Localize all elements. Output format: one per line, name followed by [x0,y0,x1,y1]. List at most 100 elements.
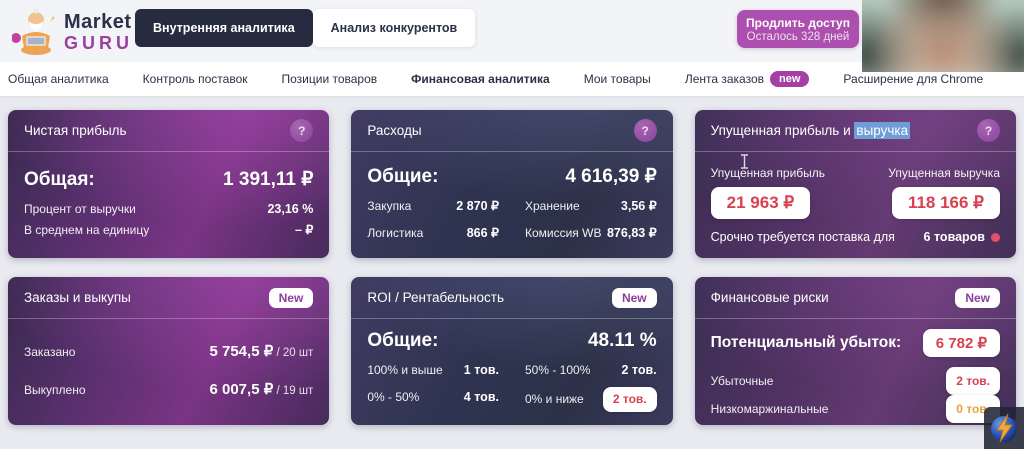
ordered-units: / 20 шт [273,346,314,359]
lightning-logo-icon [991,413,1017,443]
net-profit-row-label: Процент от выручки [24,201,136,216]
expense-item-value: 876,83 ₽ [606,225,657,240]
card-lost-profit-title: Упущенная прибыль и выручка [710,122,911,139]
nav-item-chrome-extension[interactable]: Расширение для Chrome [843,72,984,86]
main-nav: Общая аналитика Контроль поставок Позици… [0,62,1024,96]
net-profit-total-label: Общая: [24,168,95,190]
card-financial-risks-header: Финансовые риски New [694,277,1016,319]
roi-range-value: 1 тов. [463,363,499,377]
top-header: Market GURU Внутренняя аналитика Анализ … [0,0,1024,62]
help-icon[interactable]: ? [290,119,314,142]
lost-revenue-column: Упущенная выручка 118 166 ₽ [888,166,1000,219]
card-expenses-header: Расходы ? [351,110,673,152]
nav-item-supply-control[interactable]: Контроль поставок [142,72,248,86]
card-expenses-title: Расходы [367,123,422,138]
net-profit-total-value: 1 391,11 ₽ [223,168,314,190]
webcam-overlay [862,0,1024,72]
nav-item-my-products[interactable]: Мои товары [583,72,651,86]
header-tabs: Внутренняя аналитика Анализ конкурентов [135,9,476,47]
ordered-label: Заказано [24,344,76,359]
net-profit-row-value: 23,16 % [267,201,314,216]
logo-market-text: Market [64,11,132,33]
expense-item-label: Комиссия WB [524,225,602,240]
lost-profit-value: 21 963 ₽ [710,187,811,219]
card-expenses-body: Общие: 4 616,39 ₽ Закупка 2 870 ₽ Хранен… [351,152,672,258]
expenses-total-label: Общие: [367,165,439,187]
lost-title-prefix: Упущенная прибыль и [710,123,855,138]
net-profit-row-value: – ₽ [294,222,314,237]
low-margin-label: Низкомаржинальные [710,402,829,416]
bought-units: / 19 шт [273,384,314,397]
expense-item-label: Хранение [524,198,580,213]
roi-total-label: Общие: [367,330,439,351]
lost-profit-column: Упущенная прибыль 21 963 ₽ [710,166,826,219]
logo-wordmark: Market GURU [64,12,133,52]
card-net-profit-body: Общая: 1 391,11 ₽ Процент от выручки 23,… [8,152,329,258]
help-icon[interactable]: ? [633,119,657,142]
new-badge: New [611,287,657,308]
ordered-value: 5 754,5 ₽ / 20 шт [209,341,313,364]
dashboard-cards: Чистая прибыль ? Общая: 1 391,11 ₽ Проце… [0,96,1024,425]
logo-guru-text: GURU [64,33,133,53]
text-cursor-icon [740,154,748,169]
nav-item-product-positions[interactable]: Позиции товаров [281,72,378,86]
alert-dot-icon [991,232,1000,242]
help-icon[interactable]: ? [977,119,1000,142]
card-orders-body: Заказано 5 754,5 ₽ / 20 шт Выкуплено 6 0… [8,319,329,425]
expense-item-value: 3,56 ₽ [620,198,657,213]
card-roi-header: ROI / Рентабельность New [351,277,673,319]
card-net-profit-title: Чистая прибыль [24,123,127,138]
card-roi-body: Общие: 48.11 % 100% и выше 1 тов. 50% - … [351,319,672,425]
potential-loss-label: Потенциальный убыток: [710,334,902,351]
app-logo[interactable]: Market GURU [12,8,133,56]
card-orders: Заказы и выкупы New Заказано 5 754,5 ₽ /… [8,277,330,425]
roi-range-label: 50% - 100% [524,363,591,377]
urgent-supply-count: 6 товаров [924,230,1000,244]
ordered-amount: 5 754,5 ₽ [209,342,274,360]
nav-item-orders-feed-label: Лента заказов [684,72,765,86]
card-roi-title: ROI / Рентабельность [367,290,504,305]
potential-loss-value: 6 782 ₽ [922,329,1000,357]
roi-range-value: 2 тов. [621,363,657,377]
lost-title-selected-text: выручка [854,122,911,139]
expenses-total-value: 4 616,39 ₽ [565,165,657,187]
net-profit-row-label: В среднем на единицу [24,222,150,237]
roi-range-label: 0% - 50% [367,390,420,404]
tab-competitor-analysis[interactable]: Анализ конкурентов [312,9,476,47]
card-financial-risks: Финансовые риски New Потенциальный убыто… [694,277,1016,425]
roi-range-value-pill: 2 тов. [602,387,657,412]
card-roi: ROI / Рентабельность New Общие: 48.11 % … [351,277,673,425]
extend-access-button[interactable]: Продлить доступ Осталось 328 дней [737,10,859,48]
lost-revenue-value: 118 166 ₽ [891,187,1000,219]
nav-item-orders-feed[interactable]: Лента заказов new [685,71,810,87]
expense-item-label: Закупка [367,198,412,213]
extend-access-days-left: Осталось 328 дней [746,30,850,43]
webcam-blurred-person [862,0,1024,72]
roi-range-label: 0% и ниже [524,392,584,406]
card-lost-profit-body: Упущенная прибыль 21 963 ₽ Упущенная выр… [695,152,1016,258]
new-badge: New [955,287,1000,308]
card-lost-profit-header: Упущенная прибыль и выручка ? [694,110,1016,152]
card-orders-title: Заказы и выкупы [24,290,131,305]
tab-internal-analytics[interactable]: Внутренняя аналитика [135,9,313,47]
card-orders-header: Заказы и выкупы New [8,277,330,319]
expense-item-value: 2 870 ₽ [456,198,499,213]
roi-range-label: 100% и выше [367,363,443,377]
nav-item-financial-analytics[interactable]: Финансовая аналитика [411,72,550,86]
expense-item-value: 866 ₽ [466,225,499,240]
guru-mascot-icon [12,8,55,55]
new-badge: New [268,287,314,308]
bought-amount: 6 007,5 ₽ [209,380,274,398]
card-net-profit: Чистая прибыль ? Общая: 1 391,11 ₽ Проце… [8,110,330,258]
card-financial-risks-body: Потенциальный убыток: 6 782 ₽ Убыточные … [695,319,1016,425]
card-financial-risks-title: Финансовые риски [710,290,829,305]
nav-item-general-analytics[interactable]: Общая аналитика [8,72,109,86]
roi-total-value: 48.11 % [587,330,657,351]
roi-range-value: 4 тов. [463,390,499,404]
urgent-supply-label: Срочно требуется поставка для [710,230,895,244]
unprofitable-label: Убыточные [710,374,774,388]
nav-new-badge: new [770,71,810,87]
lost-profit-label: Упущенная прибыль [710,166,826,180]
card-expenses: Расходы ? Общие: 4 616,39 ₽ Закупка 2 87… [351,110,673,258]
lost-revenue-label: Упущенная выручка [888,166,1000,180]
